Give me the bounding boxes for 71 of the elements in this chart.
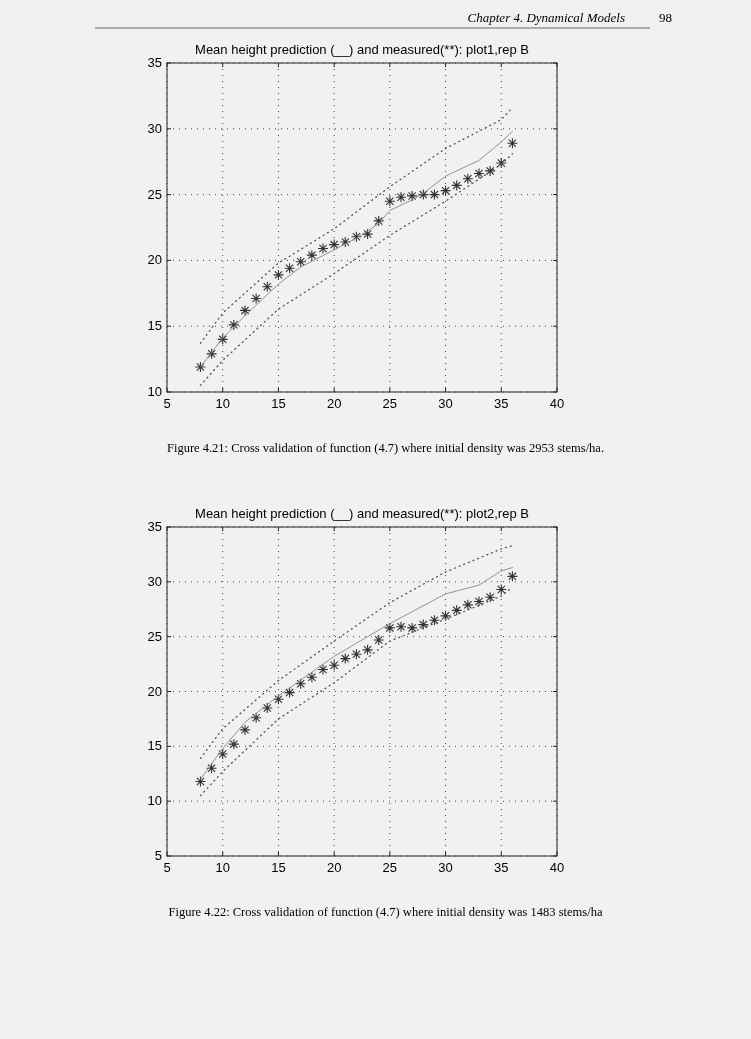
y-tick-label: 20	[147, 252, 162, 268]
point	[417, 189, 429, 201]
x-tick-label: 30	[438, 396, 453, 411]
y-tick-label: 15	[147, 738, 162, 754]
point	[295, 256, 307, 268]
y-tick-label: 25	[147, 628, 162, 644]
text: Chapter 4. Dynamical Models	[467, 10, 625, 25]
y-tick-label: 25	[147, 186, 162, 202]
point	[373, 215, 385, 227]
text: 98	[659, 10, 672, 25]
x-tick-label: 40	[549, 860, 565, 875]
point	[239, 724, 251, 736]
y-tick-label: 30	[147, 120, 162, 136]
point	[261, 281, 273, 293]
x-tick-label: 15	[271, 860, 286, 875]
x-tick-label: 25	[382, 396, 398, 411]
point	[506, 137, 518, 149]
point	[295, 678, 307, 690]
y-tick-label: 35	[147, 519, 162, 534]
point	[194, 775, 206, 787]
point	[284, 262, 296, 274]
x-tick-label: 40	[549, 396, 565, 411]
point	[406, 190, 418, 202]
point	[194, 361, 206, 373]
line-series	[199, 153, 514, 387]
y-tick-label: 10	[147, 793, 162, 809]
chart-title: Mean height prediction (__) and measured(**): plot2,rep B	[195, 506, 529, 521]
caption: Figure 4.21: Cross validation of function (4.7) where initial density was 2953 stems/ha.	[166, 441, 605, 455]
point	[306, 249, 318, 261]
x-tick-label: 20	[326, 396, 342, 411]
chart-title: Mean height prediction (__) and measured(**): plot1,rep B	[195, 42, 529, 57]
x-tick-label: 30	[438, 860, 453, 875]
x-tick-label: 25	[382, 860, 398, 875]
line-series	[199, 544, 514, 760]
point	[217, 333, 229, 345]
y-tick-label: 15	[147, 318, 162, 334]
line-series	[199, 107, 514, 344]
x-tick-label: 10	[215, 396, 230, 411]
line-series	[199, 567, 513, 780]
point	[261, 702, 273, 714]
point	[495, 157, 507, 169]
x-tick-label: 20	[326, 860, 342, 875]
point	[272, 269, 284, 281]
point	[384, 622, 396, 634]
point	[250, 712, 262, 724]
point	[451, 604, 463, 616]
x-tick-label: 35	[494, 396, 509, 411]
point	[217, 748, 229, 760]
y-tick-label: 10	[147, 384, 162, 399]
point	[250, 293, 262, 305]
point	[228, 738, 240, 750]
x-tick-label: 35	[494, 860, 509, 875]
y-tick-label: 30	[147, 573, 162, 589]
point	[228, 319, 240, 331]
point	[239, 304, 251, 316]
point	[495, 583, 507, 596]
point	[272, 693, 284, 705]
y-tick-label: 5	[154, 848, 162, 863]
point	[206, 762, 218, 774]
point	[373, 634, 385, 646]
caption: Figure 4.22: Cross validation of function (4.7) where initial density was 1483 stems/ha	[168, 905, 603, 919]
line-series	[199, 130, 513, 368]
point	[395, 621, 407, 633]
x-tick-label: 15	[271, 396, 286, 411]
y-tick-label: 20	[147, 683, 162, 699]
point	[206, 348, 218, 360]
point	[306, 671, 318, 683]
y-tick-label: 35	[147, 55, 162, 70]
x-tick-label: 10	[215, 860, 230, 875]
point	[284, 687, 296, 699]
point	[506, 570, 518, 582]
